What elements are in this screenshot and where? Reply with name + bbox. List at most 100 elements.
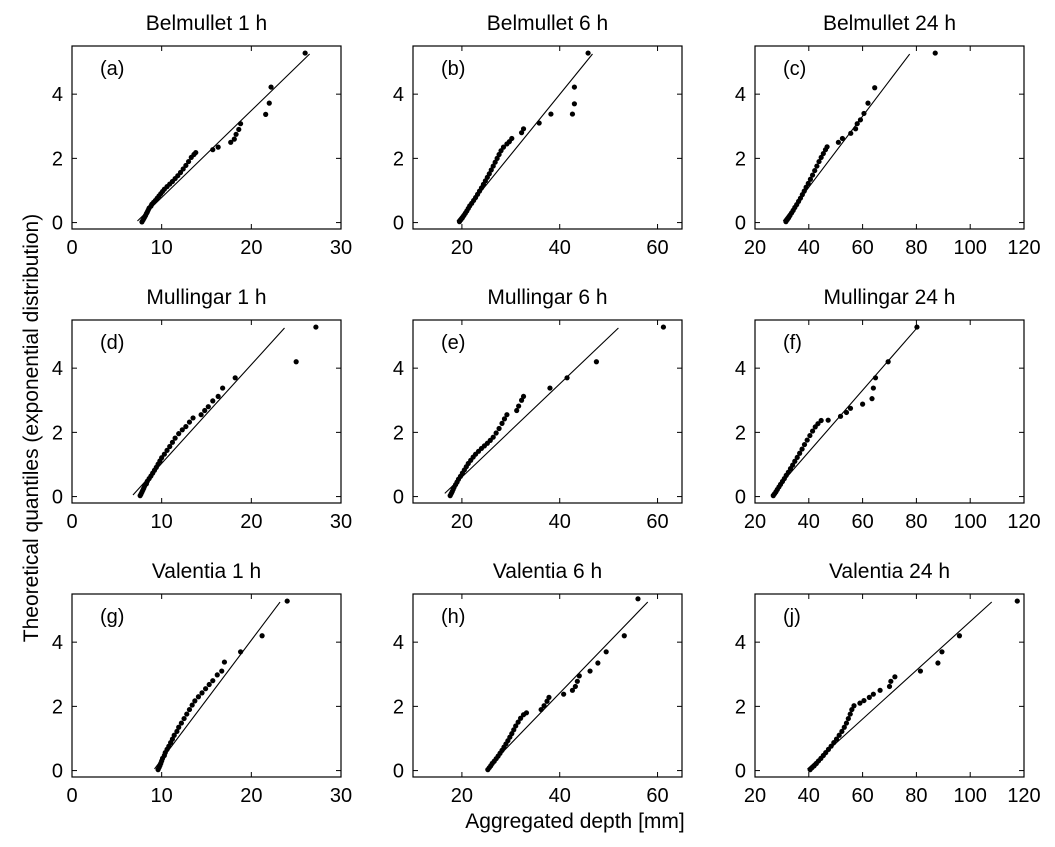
data-point bbox=[520, 126, 527, 132]
y-tick-label: 4 bbox=[52, 358, 63, 380]
data-point bbox=[797, 450, 803, 456]
data-point bbox=[818, 417, 824, 424]
data-point bbox=[792, 458, 798, 464]
data-point bbox=[178, 720, 184, 726]
x-tick-label: 60 bbox=[851, 511, 873, 533]
data-point bbox=[857, 700, 863, 706]
fit-line bbox=[485, 601, 649, 770]
x-tick-label: 120 bbox=[1007, 237, 1040, 259]
data-point bbox=[490, 434, 496, 440]
y-axis-label: Theoretical quantiles (exponential distr… bbox=[20, 214, 43, 642]
data-point bbox=[571, 101, 578, 107]
data-point bbox=[492, 159, 498, 165]
data-point bbox=[189, 702, 195, 708]
x-tick-label: 20 bbox=[240, 511, 262, 533]
data-point bbox=[516, 403, 522, 409]
data-point bbox=[509, 731, 515, 737]
data-point bbox=[546, 694, 552, 700]
data-point bbox=[835, 139, 841, 145]
y-tick-label: 0 bbox=[735, 213, 746, 235]
data-point bbox=[237, 121, 244, 127]
x-tick-label: 20 bbox=[240, 785, 262, 807]
data-point bbox=[268, 84, 274, 90]
data-point bbox=[572, 683, 578, 690]
panel-title: Belmullet 6 h bbox=[487, 12, 608, 35]
data-point bbox=[520, 393, 527, 400]
data-point bbox=[820, 150, 826, 157]
data-point bbox=[851, 703, 857, 709]
data-point bbox=[845, 715, 851, 722]
data-point bbox=[511, 727, 517, 733]
data-point bbox=[176, 431, 182, 437]
data-point bbox=[801, 188, 807, 194]
data-point bbox=[169, 439, 176, 445]
data-point bbox=[956, 633, 963, 639]
x-axis-label: Aggregated depth [mm] bbox=[465, 810, 684, 833]
data-point bbox=[184, 711, 190, 717]
data-point bbox=[870, 691, 876, 697]
x-tick-label: 100 bbox=[954, 511, 987, 533]
data-point bbox=[837, 413, 844, 419]
y-tick-label: 4 bbox=[393, 84, 404, 106]
data-point bbox=[159, 455, 165, 461]
panel-title: Belmullet 24 h bbox=[823, 12, 956, 35]
data-point bbox=[518, 715, 524, 721]
y-tick-label: 2 bbox=[393, 148, 404, 170]
data-point bbox=[836, 732, 842, 738]
fit-line bbox=[137, 53, 310, 222]
x-tick-label: 60 bbox=[646, 237, 668, 259]
panel-6: Mullingar 24 h 20 40 60 80 100 120 0 2 4 (f) bbox=[735, 286, 1041, 533]
data-point bbox=[807, 176, 814, 182]
y-tick-label: 0 bbox=[52, 213, 63, 235]
y-tick-label: 4 bbox=[735, 358, 746, 380]
panel-label: (c) bbox=[783, 58, 806, 80]
x-tick-label: 100 bbox=[954, 785, 987, 807]
data-point bbox=[865, 100, 871, 106]
data-point bbox=[853, 126, 859, 132]
data-point bbox=[843, 409, 850, 416]
data-point bbox=[237, 649, 244, 655]
data-point bbox=[198, 412, 204, 418]
panel-title: Mullingar 6 h bbox=[487, 286, 607, 309]
y-tick-label: 2 bbox=[52, 696, 63, 718]
data-point bbox=[183, 423, 189, 430]
x-tick-label: 60 bbox=[851, 237, 873, 259]
y-tick-label: 4 bbox=[393, 632, 404, 654]
x-tick-label: 10 bbox=[151, 511, 173, 533]
data-point bbox=[818, 154, 824, 161]
panel-2: Belmullet 6 h 20 40 60 0 2 4 (b) bbox=[393, 12, 683, 259]
fit-line bbox=[154, 601, 281, 770]
data-point bbox=[233, 131, 239, 137]
data-point bbox=[888, 678, 894, 684]
data-point bbox=[814, 163, 820, 169]
data-point bbox=[504, 412, 510, 418]
data-point bbox=[210, 147, 216, 153]
data-point bbox=[843, 720, 850, 726]
data-point bbox=[186, 706, 193, 713]
data-point bbox=[870, 385, 876, 391]
x-tick-label: 30 bbox=[330, 511, 352, 533]
y-tick-label: 0 bbox=[393, 761, 404, 783]
panel-title: Valentia 24 h bbox=[829, 560, 950, 583]
data-point bbox=[593, 359, 600, 365]
y-tick-label: 0 bbox=[393, 487, 404, 509]
data-point bbox=[932, 50, 938, 56]
x-tick-label: 20 bbox=[451, 511, 473, 533]
data-point bbox=[228, 139, 234, 145]
data-point bbox=[603, 649, 609, 655]
x-tick-label: 40 bbox=[549, 785, 571, 807]
y-tick-label: 2 bbox=[52, 148, 63, 170]
data-point bbox=[496, 151, 502, 158]
data-point bbox=[815, 421, 821, 427]
y-tick-label: 2 bbox=[735, 696, 746, 718]
panel-3: Belmullet 24 h 20 40 60 80 100 120 0 2 4 (c) bbox=[735, 12, 1041, 259]
axes-frame bbox=[754, 593, 1025, 778]
data-point bbox=[205, 404, 211, 410]
data-point bbox=[514, 407, 520, 414]
data-point bbox=[825, 417, 831, 423]
y-tick-label: 0 bbox=[52, 761, 63, 783]
data-point bbox=[544, 698, 550, 704]
data-point bbox=[259, 633, 265, 639]
data-point bbox=[185, 158, 192, 165]
